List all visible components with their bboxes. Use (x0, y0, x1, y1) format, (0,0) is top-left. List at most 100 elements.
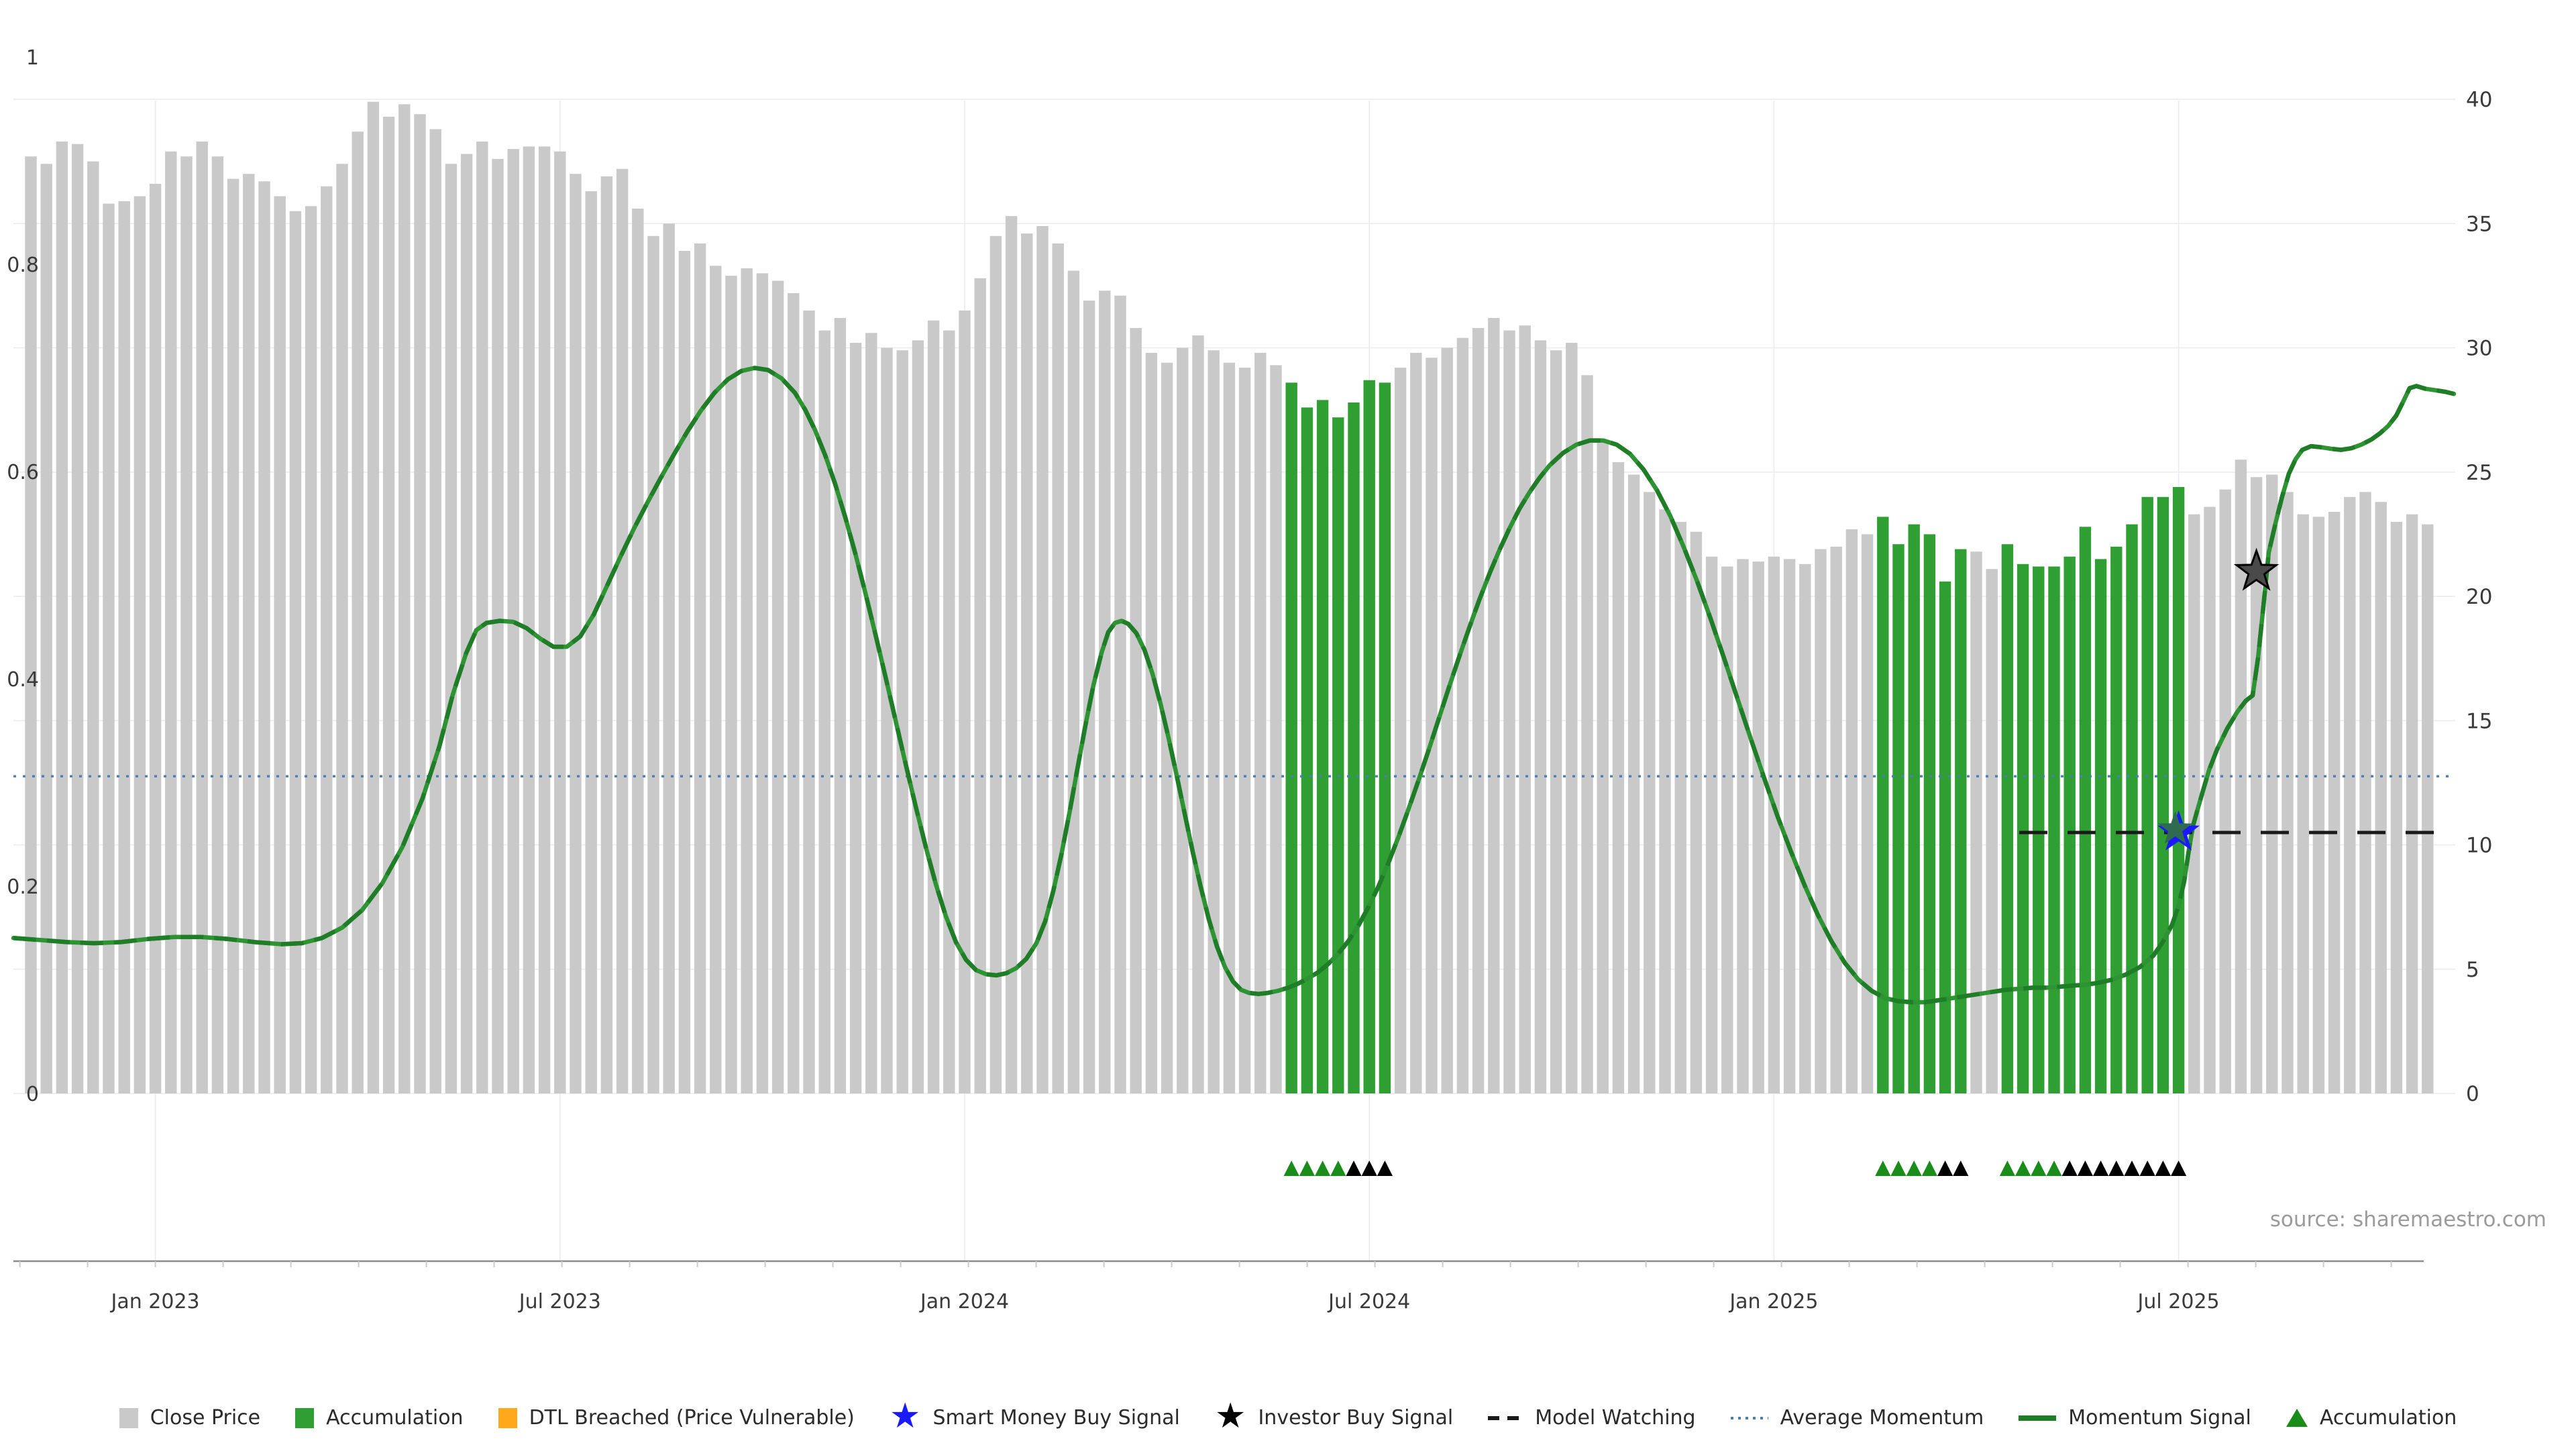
accumulation-bar (1332, 417, 1344, 1093)
close-price-swatch-icon (119, 1407, 138, 1428)
close-price-bar (1690, 531, 1703, 1093)
accumulation-bar (1923, 534, 1936, 1093)
close-price-bar (180, 156, 193, 1094)
close-price-bar (570, 174, 582, 1094)
accumulation-triangle-green (1330, 1161, 1346, 1176)
right-axis-tick-label: 35 (2466, 212, 2492, 236)
right-axis-tick-label: 25 (2466, 461, 2492, 485)
legend-label: DTL Breached (Price Vulnerable) (529, 1406, 855, 1430)
close-price-bar (352, 131, 364, 1094)
close-price-bar (367, 101, 380, 1094)
close-price-bar (460, 154, 473, 1093)
close-price-bar (133, 196, 146, 1093)
close-price-bar (305, 206, 317, 1093)
accumulation-bar (1892, 544, 1904, 1093)
close-price-bar (2188, 514, 2200, 1093)
close-price-bar (258, 181, 270, 1093)
accumulation-triangle-black (1361, 1161, 1377, 1176)
accumulation-triangle-black (1937, 1161, 1953, 1176)
close-price-bar (398, 104, 411, 1093)
legend-item-accumulation-marker: Accumulation (2286, 1406, 2457, 1430)
close-price-bar (1566, 343, 1578, 1094)
average-momentum-swatch-icon (1730, 1416, 1768, 1419)
accumulation-triangle-green (1921, 1161, 1937, 1176)
close-price-bar (1737, 559, 1749, 1093)
accumulation-bar (2157, 496, 2169, 1093)
left-axis-tick-label: 0.2 (7, 875, 39, 899)
close-price-bar (1815, 549, 1827, 1093)
accumulation-bar (2001, 544, 2014, 1093)
close-price-bar (1270, 365, 1282, 1093)
close-price-bar (1986, 569, 1998, 1093)
accumulation-bar (1285, 382, 1297, 1093)
legend-label: Accumulation (326, 1406, 464, 1430)
right-axis-tick-label: 40 (2466, 88, 2492, 112)
accumulation-bar (1877, 517, 1889, 1093)
accumulation-bar (2079, 527, 2092, 1093)
legend-label: Smart Money Buy Signal (932, 1406, 1180, 1430)
close-price-bar (118, 201, 130, 1093)
accumulation-bar (2048, 566, 2060, 1093)
close-price-bar (1674, 521, 1686, 1093)
accumulation-bar (2141, 496, 2153, 1093)
close-price-bar (710, 266, 722, 1094)
close-price-bar (803, 310, 815, 1093)
accumulation-triangle-green (1999, 1161, 2015, 1176)
close-price-bar (56, 142, 68, 1093)
close-price-bar (1627, 474, 1640, 1093)
left-axis-tick-label: 0.4 (7, 668, 39, 692)
close-price-bar (1441, 347, 1453, 1093)
accumulation-bar (1316, 400, 1329, 1093)
close-price-bar (1456, 337, 1469, 1094)
close-price-bar (632, 209, 644, 1093)
close-price-bar (103, 203, 115, 1094)
close-price-bar (227, 178, 239, 1094)
close-price-bar (2282, 492, 2294, 1093)
close-price-bar (196, 142, 208, 1093)
close-price-bar (87, 161, 99, 1094)
close-price-bar (1099, 290, 1111, 1093)
close-price-bar (865, 333, 877, 1093)
close-price-bar (1177, 347, 1189, 1093)
accumulation-triangle-black (1346, 1161, 1362, 1176)
close-price-bar (1799, 564, 1811, 1093)
close-price-bar (336, 164, 348, 1093)
accumulation-triangle-green (2031, 1161, 2047, 1176)
legend-item-close-price: Close Price (119, 1406, 260, 1430)
accumulation-bar (2033, 566, 2045, 1093)
close-price-bar (1503, 330, 1515, 1094)
close-price-bar (71, 144, 84, 1094)
close-price-bar (492, 158, 504, 1093)
dtl-breached-swatch-icon (498, 1407, 517, 1428)
close-price-bar (600, 176, 613, 1093)
left-axis-tick-label: 0.8 (7, 254, 39, 277)
close-price-bar (771, 280, 784, 1093)
right-axis-tick-label: 30 (2466, 337, 2492, 361)
legend-label: Model Watching (1535, 1406, 1696, 1430)
right-axis-tick-label: 0 (2466, 1082, 2479, 1106)
close-price-bar (2422, 524, 2434, 1093)
close-price-bar (943, 330, 955, 1094)
close-price-bar (2312, 517, 2325, 1093)
close-price-bar (2375, 502, 2387, 1093)
x-axis-tick-label: Jan 2023 (110, 1290, 200, 1313)
close-price-bar (1223, 362, 1236, 1094)
smart-money-buy-signal-swatch-icon: ★ (889, 1395, 921, 1436)
close-price-bar (927, 320, 940, 1094)
close-price-bar (1861, 534, 1874, 1093)
close-price-bar (756, 273, 769, 1093)
accumulation-triangle-green (1875, 1161, 1891, 1176)
close-price-bar (538, 146, 551, 1093)
accumulation-triangle-black (1377, 1161, 1393, 1176)
close-price-bar (1021, 233, 1033, 1094)
close-price-bar (149, 184, 162, 1093)
accumulation-triangle-black (2108, 1161, 2125, 1176)
close-price-bar (25, 156, 37, 1094)
legend-item-investor-buy-signal: ★ Investor Buy Signal (1215, 1399, 1453, 1434)
close-price-bar (616, 168, 629, 1094)
left-axis-tick-label: 0.6 (7, 461, 39, 484)
close-price-bar (1845, 529, 1858, 1093)
accumulation-bar (1379, 382, 1391, 1093)
close-price-bar (1705, 556, 1718, 1093)
